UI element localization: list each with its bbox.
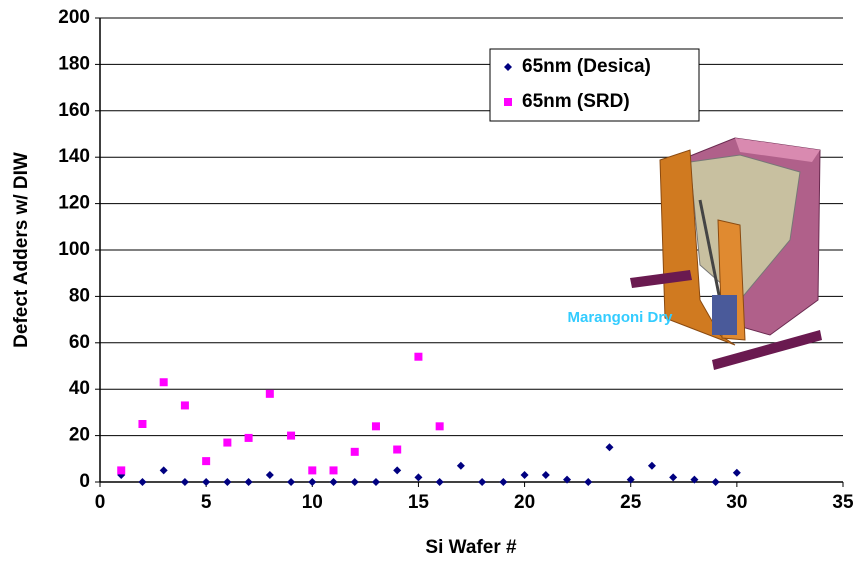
y-tick-label: 80: [69, 285, 90, 306]
point: [138, 420, 146, 428]
point: [160, 466, 168, 474]
point: [266, 471, 274, 479]
annotation: Marangoni Dry: [567, 309, 673, 326]
y-tick-label: 180: [58, 53, 90, 74]
point: [245, 478, 253, 486]
point: [351, 448, 359, 456]
point: [223, 439, 231, 447]
point: [351, 478, 359, 486]
x-tick-label: 10: [302, 492, 323, 513]
x-tick-label: 20: [514, 492, 535, 513]
point: [308, 478, 316, 486]
point: [117, 466, 125, 474]
point: [733, 469, 741, 477]
point: [478, 478, 486, 486]
x-tick-label: 0: [95, 492, 106, 513]
point: [266, 390, 274, 398]
y-tick-label: 120: [58, 193, 90, 214]
legend-marker: [504, 98, 512, 106]
point: [245, 434, 253, 442]
point: [414, 353, 422, 361]
equipment-illustration: [630, 138, 822, 370]
y-tick-label: 100: [58, 239, 90, 260]
point: [287, 478, 295, 486]
point: [712, 478, 720, 486]
point: [457, 462, 465, 470]
y-tick-label: 20: [69, 425, 90, 446]
legend: 65nm (Desica) 65nm (SRD): [490, 49, 699, 121]
point: [223, 478, 231, 486]
point: [414, 473, 422, 481]
point: [648, 462, 656, 470]
point: [160, 378, 168, 386]
point: [605, 443, 613, 451]
point: [181, 401, 189, 409]
x-tick-label: 25: [620, 492, 642, 513]
y-tick-label: 40: [69, 378, 90, 399]
point: [436, 478, 444, 486]
point: [287, 432, 295, 440]
y-tick-label: 200: [58, 7, 90, 28]
point: [436, 422, 444, 430]
point: [372, 478, 380, 486]
point: [372, 422, 380, 430]
point: [542, 471, 550, 479]
point: [138, 478, 146, 486]
point: [330, 478, 338, 486]
point: [330, 466, 338, 474]
point: [584, 478, 592, 486]
point: [202, 478, 210, 486]
point: [181, 478, 189, 486]
x-tick-label: 15: [408, 492, 430, 513]
x-tick-label: 35: [832, 492, 854, 513]
x-tick-label: 30: [726, 492, 747, 513]
point: [393, 446, 401, 454]
y-tick-label: 60: [69, 332, 90, 353]
x-axis-label: Si Wafer #: [425, 537, 517, 558]
point: [308, 466, 316, 474]
legend-label: 65nm (Desica): [522, 56, 651, 77]
point: [499, 478, 507, 486]
y-axis-label: Defect Adders w/ DIW: [11, 152, 32, 348]
legend-label: 65nm (SRD): [522, 91, 630, 112]
point: [393, 466, 401, 474]
chart: Marangoni Dry Si Wafer # Defect Adders w…: [0, 0, 861, 565]
x-tick-label: 5: [201, 492, 212, 513]
y-tick-label: 160: [58, 100, 90, 121]
point: [202, 457, 210, 465]
point: [669, 473, 677, 481]
y-tick-label: 0: [79, 471, 90, 492]
point: [521, 471, 529, 479]
y-tick-label: 140: [58, 146, 90, 167]
